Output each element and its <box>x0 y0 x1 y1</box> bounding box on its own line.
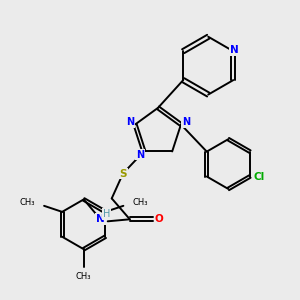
Text: CH₃: CH₃ <box>76 272 92 280</box>
Text: S: S <box>119 169 127 178</box>
Text: O: O <box>155 214 164 224</box>
Text: N: N <box>230 45 239 56</box>
Text: Cl: Cl <box>253 172 264 182</box>
Text: N: N <box>182 118 190 128</box>
Text: N: N <box>136 150 144 160</box>
Text: CH₃: CH₃ <box>20 198 35 207</box>
Text: CH₃: CH₃ <box>132 198 148 207</box>
Text: N: N <box>96 214 105 224</box>
Text: H: H <box>103 209 111 219</box>
Text: N: N <box>126 118 134 128</box>
